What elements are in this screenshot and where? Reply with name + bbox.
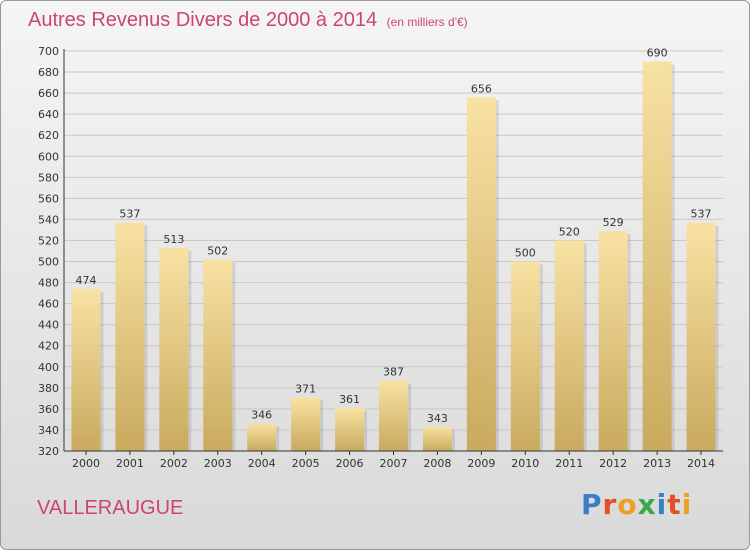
y-tick-label: 360 bbox=[38, 403, 59, 416]
proxiti-logo[interactable]: Proxiti bbox=[581, 488, 692, 521]
bar-value-label: 690 bbox=[647, 47, 668, 60]
x-tick-label: 2010 bbox=[511, 457, 539, 470]
x-tick-label: 2007 bbox=[380, 457, 408, 470]
x-tick-label: 2001 bbox=[116, 457, 144, 470]
bar-value-label: 361 bbox=[339, 393, 360, 406]
y-tick-label: 500 bbox=[38, 256, 59, 269]
y-tick-label: 580 bbox=[38, 171, 59, 184]
logo-letter: t bbox=[667, 488, 682, 521]
bar-value-label: 513 bbox=[163, 233, 184, 246]
bar bbox=[686, 222, 716, 451]
x-tick-label: 2012 bbox=[599, 457, 627, 470]
logo-letter: i bbox=[681, 488, 693, 521]
bar bbox=[203, 259, 233, 451]
commune-name: VALLERAUGUE bbox=[37, 497, 184, 519]
bar-value-label: 502 bbox=[207, 244, 228, 257]
bar bbox=[554, 240, 584, 451]
x-tick-label: 2008 bbox=[423, 457, 451, 470]
y-tick-label: 620 bbox=[38, 129, 59, 142]
logo-letter: P bbox=[581, 488, 603, 521]
bar bbox=[159, 247, 189, 451]
x-tick-label: 2011 bbox=[555, 457, 583, 470]
y-tick-label: 320 bbox=[38, 445, 59, 458]
bar bbox=[598, 231, 628, 451]
bar bbox=[379, 380, 408, 451]
chart-title: Autres Revenus Divers de 2000 à 2014 (en… bbox=[28, 9, 468, 32]
bar-value-label: 520 bbox=[559, 225, 580, 238]
y-tick-label: 340 bbox=[38, 424, 59, 437]
y-tick-label: 480 bbox=[38, 277, 59, 290]
y-tick-label: 400 bbox=[38, 361, 59, 374]
y-tick-label: 420 bbox=[38, 340, 59, 353]
bar bbox=[115, 222, 145, 451]
bar-value-label: 371 bbox=[295, 382, 316, 395]
bar bbox=[422, 426, 452, 451]
bar-value-label: 656 bbox=[471, 82, 492, 95]
y-tick-label: 540 bbox=[38, 213, 59, 226]
bar-value-label: 529 bbox=[603, 216, 624, 229]
y-tick-label: 440 bbox=[38, 319, 59, 332]
x-tick-label: 2013 bbox=[643, 457, 671, 470]
bar-value-label: 387 bbox=[383, 365, 404, 378]
bar bbox=[466, 97, 496, 451]
x-tick-label: 2014 bbox=[687, 457, 715, 470]
logo-letter: i bbox=[656, 488, 668, 521]
x-tick-label: 2002 bbox=[160, 457, 188, 470]
bar bbox=[71, 288, 101, 451]
bar bbox=[291, 397, 321, 451]
chart-unit: (en milliers d'€) bbox=[386, 15, 468, 29]
bar-value-label: 537 bbox=[119, 208, 140, 221]
y-tick-label: 700 bbox=[38, 45, 59, 58]
x-tick-label: 2004 bbox=[248, 457, 276, 470]
x-tick-label: 2005 bbox=[292, 457, 320, 470]
bar-value-label: 500 bbox=[515, 247, 536, 260]
bar bbox=[335, 407, 365, 451]
y-tick-label: 680 bbox=[38, 66, 59, 79]
x-tick-label: 2006 bbox=[336, 457, 364, 470]
bar-value-label: 346 bbox=[251, 409, 272, 422]
logo-letter: o bbox=[617, 488, 638, 521]
y-tick-label: 460 bbox=[38, 298, 59, 311]
bar-value-label: 343 bbox=[427, 412, 448, 425]
bar bbox=[247, 423, 277, 451]
y-tick-label: 520 bbox=[38, 234, 59, 247]
x-tick-label: 2000 bbox=[72, 457, 100, 470]
y-tick-label: 380 bbox=[38, 382, 59, 395]
bar-value-label: 474 bbox=[75, 274, 96, 287]
bar bbox=[642, 61, 672, 452]
y-tick-label: 600 bbox=[38, 150, 59, 163]
x-tick-label: 2003 bbox=[204, 457, 232, 470]
chart-title-text: Autres Revenus Divers de 2000 à 2014 bbox=[28, 9, 378, 31]
bar bbox=[510, 261, 540, 451]
logo-letter: x bbox=[637, 488, 657, 521]
x-tick-label: 2009 bbox=[467, 457, 495, 470]
bar-value-label: 537 bbox=[691, 208, 712, 221]
y-tick-label: 660 bbox=[38, 87, 59, 100]
logo-letter: r bbox=[602, 488, 618, 521]
y-tick-label: 560 bbox=[38, 192, 59, 205]
y-tick-label: 640 bbox=[38, 108, 59, 121]
